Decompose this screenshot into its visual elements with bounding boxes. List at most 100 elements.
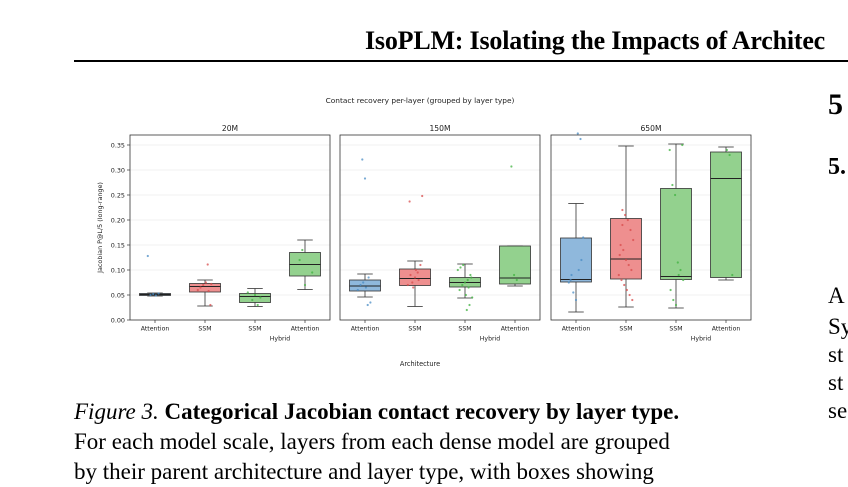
data-point (471, 296, 474, 299)
data-point (625, 288, 629, 292)
data-point (674, 303, 678, 307)
data-point (149, 293, 152, 297)
data-point (510, 165, 513, 168)
data-point (414, 268, 417, 272)
data-point (672, 298, 675, 302)
data-point (202, 283, 205, 287)
data-point (456, 268, 459, 272)
data-point (624, 213, 627, 217)
data-point (210, 282, 213, 286)
figure-caption: Figure 3. Categorical Jacobian contact r… (74, 397, 784, 487)
panel-frame (339, 134, 541, 321)
hybrid-group-label: Hybrid (270, 336, 291, 343)
data-point (620, 278, 623, 282)
data-point (413, 276, 417, 279)
data-point (462, 263, 465, 267)
data-point (468, 303, 471, 307)
x-tick-label: SSM (669, 326, 682, 333)
data-point (459, 266, 462, 269)
data-point (628, 293, 631, 297)
data-point (579, 137, 582, 141)
x-tick-label: SSM (408, 326, 421, 333)
data-point (574, 298, 578, 302)
data-point (246, 291, 249, 294)
data-point (408, 200, 411, 203)
data-point (419, 263, 422, 267)
x-tick-label: SSM (248, 326, 261, 333)
data-point (416, 271, 419, 274)
data-point (725, 148, 729, 152)
data-point (513, 273, 516, 277)
data-point (728, 153, 731, 157)
text-fragment: st (828, 370, 844, 395)
x-tick-label: Attention (141, 326, 170, 333)
data-point (622, 248, 625, 252)
data-point (580, 258, 583, 262)
data-point (674, 193, 677, 197)
section-heading-fragment: 5 (828, 88, 843, 121)
data-point (627, 263, 630, 267)
panel-title: 650M (640, 124, 661, 133)
figure-label: Figure 3. (74, 399, 159, 424)
data-point (311, 271, 314, 274)
data-point (668, 148, 671, 152)
data-point (458, 288, 461, 292)
y-tick-label: 0.30 (111, 166, 125, 174)
box (239, 293, 271, 303)
data-point (256, 303, 259, 307)
data-point (417, 278, 420, 282)
data-point (206, 263, 209, 266)
data-point (621, 208, 624, 212)
x-tick-label: Attention (351, 326, 380, 333)
header-rule (74, 60, 848, 62)
data-point (619, 243, 622, 247)
data-point (682, 278, 685, 282)
data-point (253, 293, 257, 297)
panel-frame (129, 134, 331, 321)
y-tick-label: 0.10 (111, 266, 125, 274)
box (560, 237, 592, 283)
data-point (467, 286, 470, 289)
data-point (631, 298, 634, 302)
data-point (207, 289, 210, 293)
box (710, 151, 742, 278)
data-point (470, 276, 473, 279)
data-point (146, 254, 149, 258)
y-tick-label: 0.05 (111, 291, 125, 299)
data-point (465, 308, 468, 312)
data-point (469, 273, 472, 277)
data-point (679, 268, 682, 272)
data-point (406, 283, 409, 287)
data-point (617, 273, 620, 277)
figure-title: Categorical Jacobian contact recovery by… (164, 399, 680, 424)
data-point (464, 293, 467, 297)
data-point (671, 183, 674, 187)
data-point (363, 177, 367, 180)
data-point (154, 294, 157, 297)
text-fragment: se (828, 398, 848, 423)
data-point (199, 286, 202, 289)
data-point (298, 258, 301, 262)
box (189, 283, 221, 293)
y-tick-label: 0.20 (111, 216, 125, 224)
x-tick-label: Attention (712, 326, 741, 333)
data-point (362, 281, 365, 284)
y-tick-label: 0.35 (111, 141, 125, 149)
x-tick-label: Attention (501, 326, 530, 333)
data-point (461, 283, 464, 287)
panel-title: 150M (429, 124, 450, 133)
data-point (412, 286, 415, 289)
data-point (196, 288, 199, 292)
contact-recovery-box-plot: Contact recovery per-layer (grouped by l… (96, 96, 752, 368)
data-point (369, 301, 372, 304)
data-point (632, 238, 635, 242)
panel-frame (550, 134, 752, 321)
box (610, 218, 642, 280)
x-tick-label: SSM (458, 326, 471, 333)
text-fragment: Sy (828, 314, 848, 339)
y-tick-label: 0.25 (111, 191, 125, 199)
data-point (356, 288, 359, 292)
data-point (303, 283, 307, 287)
data-point (570, 273, 573, 277)
caption-text-cut: by their parent architecture and layer t… (74, 459, 654, 484)
